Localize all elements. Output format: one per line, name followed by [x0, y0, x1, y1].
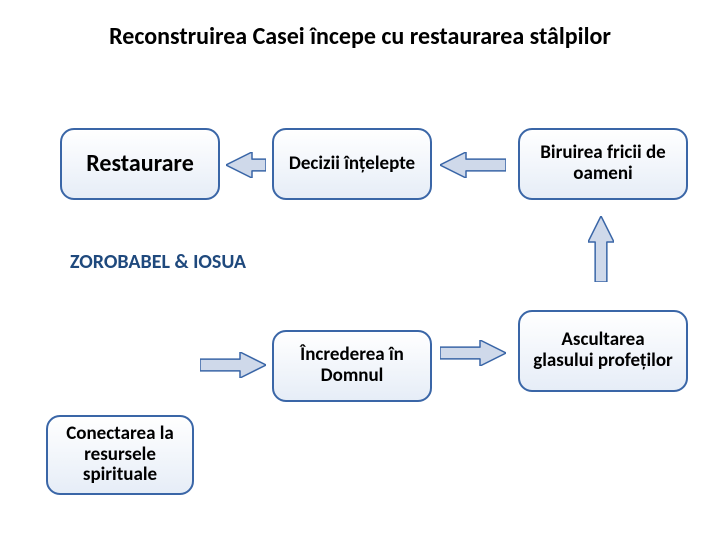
- box-decizii: Decizii înțelepte: [272, 128, 432, 200]
- box-incredere-text: Încrederea în Domnul: [284, 345, 420, 387]
- label-zorobabel: ZOROBABEL & IOSUA: [70, 250, 246, 274]
- box-restaurare-text: Restaurare: [86, 151, 194, 177]
- page-title: Reconstruirea Casei începe cu restaurare…: [0, 22, 720, 51]
- box-conectarea-text: Conectarea la resursele spirituale: [58, 424, 182, 487]
- box-restaurare: Restaurare: [60, 128, 220, 200]
- box-ascultarea-text: Ascultarea glasului profeților: [530, 330, 676, 372]
- arrow-incredere-to-ascultarea: [440, 340, 506, 366]
- arrow-ascultarea-to-biruirea: [588, 216, 614, 282]
- arrow-biruirea-to-decizii: [440, 152, 506, 178]
- box-decizii-text: Decizii înțelepte: [289, 154, 415, 175]
- arrow-decizii-to-restaurare: [226, 152, 266, 178]
- box-conectarea: Conectarea la resursele spirituale: [46, 415, 194, 495]
- box-biruirea: Biruirea fricii de oameni: [518, 128, 688, 200]
- box-ascultarea: Ascultarea glasului profeților: [518, 310, 688, 392]
- box-incredere: Încrederea în Domnul: [272, 330, 432, 402]
- box-biruirea-text: Biruirea fricii de oameni: [530, 143, 676, 185]
- arrow-conectarea-to-incredere: [200, 352, 266, 378]
